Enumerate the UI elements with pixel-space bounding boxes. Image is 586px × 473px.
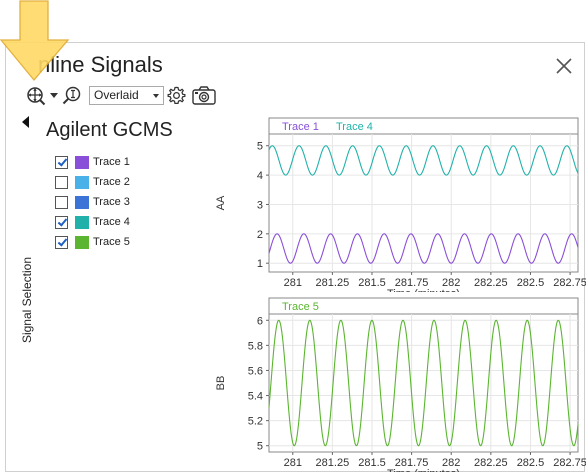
trace-item[interactable]: Trace 4 [55,214,130,230]
series-line [268,319,579,447]
x-tick-label: 281.25 [316,457,350,469]
x-tick-label: 282.25 [474,457,508,469]
x-axis-label: Time (minutes) [387,468,460,472]
instrument-name: Agilent GCMS [46,119,173,141]
trace-label: Trace 2 [93,176,130,188]
y-tick-label: 3 [257,199,263,211]
x-tick-label: 281.5 [358,457,386,469]
close-icon[interactable] [554,56,574,76]
trace-label: Trace 5 [93,236,130,248]
trace-checkbox[interactable] [55,175,68,189]
series-line [268,233,579,264]
y-axis-label: BB [215,376,227,391]
x-tick-label: 282.75 [553,277,586,289]
trace-label: Trace 4 [93,216,130,228]
y-tick-label: 5.2 [248,416,263,428]
y-tick-label: 5.6 [248,365,263,377]
view-mode-value: Overlaid [94,88,139,102]
y-axis-label: AA [215,195,227,210]
collapse-left-icon[interactable] [22,116,29,128]
chevron-down-icon[interactable] [50,93,58,99]
y-tick-label: 5.8 [248,340,263,352]
dialog-title: nline Signals [38,52,163,77]
series-line [268,145,579,176]
x-tick-label: 281.5 [358,277,386,289]
trace-label: Trace 3 [93,196,130,208]
y-tick-label: 1 [257,258,263,270]
x-tick-label: 282.25 [474,277,508,289]
trace-label: Trace 1 [93,156,130,168]
legend-entry: Trace 1 [282,121,319,133]
plot-area [268,313,579,453]
zoom-crosshair-icon[interactable] [26,86,46,106]
gear-icon[interactable] [167,86,186,105]
x-axis-label: Time (minutes) [387,288,460,292]
x-tick-label: 281 [284,457,302,469]
x-tick-label: 282.5 [517,277,545,289]
trace-item[interactable]: Trace 5 [55,234,130,250]
trace-color-swatch [75,215,89,229]
trace-color-swatch [75,175,89,189]
camera-icon[interactable] [192,86,216,105]
trace-color-swatch [75,155,89,169]
trace-item[interactable]: Trace 2 [55,174,130,190]
legend-entry: Trace 5 [282,301,319,313]
y-tick-label: 2 [257,229,263,241]
x-tick-label: 281.75 [395,457,429,469]
signal-selection-tab[interactable]: Signal Selection [20,256,34,344]
trace-color-swatch [75,235,89,249]
view-mode-select[interactable]: Overlaid [89,86,164,105]
x-tick-label: 281 [284,277,302,289]
y-tick-label: 5 [257,441,263,453]
y-tick-label: 5 [257,141,263,153]
trace-checkbox[interactable] [55,235,68,249]
highlight-arrow-icon [0,0,70,82]
trace-color-swatch [75,195,89,209]
trace-item[interactable]: Trace 3 [55,194,130,210]
trace-checkbox[interactable] [55,195,68,209]
trace-checkbox[interactable] [55,215,68,229]
x-tick-label: 282 [442,457,460,469]
plot-area [268,133,579,273]
y-tick-label: 4 [257,170,263,182]
trace-checkbox[interactable] [55,155,68,169]
legend-entry: Trace 4 [336,121,373,133]
y-tick-label: 5.4 [248,391,263,403]
x-tick-label: 282.75 [553,457,586,469]
trace-item[interactable]: Trace 1 [55,154,130,170]
x-tick-label: 282.5 [517,457,545,469]
y-tick-label: 6 [257,315,263,327]
chart-bb[interactable]: Trace 5 281 281.25 281.5 281.75 282 282.25 282.… [210,292,586,472]
x-tick-label: 281.75 [395,277,429,289]
x-tick-label: 281.25 [316,277,350,289]
magnify-fit-icon[interactable] [62,86,82,106]
x-tick-label: 282 [442,277,460,289]
select-arrow-icon [153,94,159,98]
chart-aa[interactable]: Trace 1 Trace 4 281 281.25 281.5 281.75 282 282… [210,112,586,292]
